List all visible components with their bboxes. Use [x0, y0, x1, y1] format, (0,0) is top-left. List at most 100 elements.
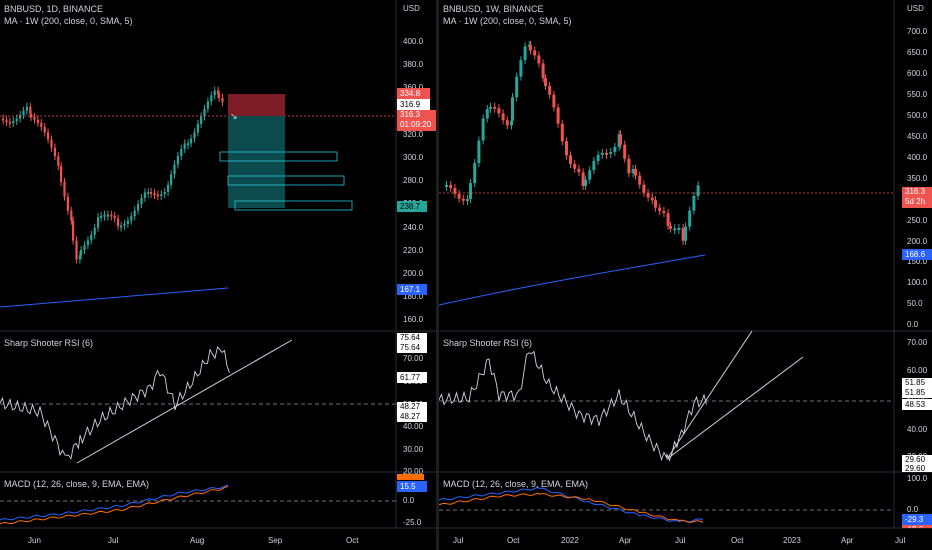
candle[interactable]: [221, 97, 224, 103]
candle[interactable]: [692, 195, 696, 211]
signal-line[interactable]: [439, 492, 704, 523]
candle[interactable]: [57, 156, 60, 166]
candle[interactable]: [577, 168, 581, 173]
candle[interactable]: [29, 106, 32, 115]
candle[interactable]: [78, 255, 81, 260]
candle[interactable]: [596, 154, 600, 161]
candle[interactable]: [673, 228, 677, 231]
candle[interactable]: [461, 198, 465, 201]
candle[interactable]: [160, 194, 163, 197]
candle[interactable]: [523, 46, 527, 61]
candlestick-series[interactable]: [445, 40, 700, 245]
candle[interactable]: [449, 184, 453, 189]
left-chart-panel[interactable]: ↘ BNBUSD, 1D, BINANCE MA · 1W (200, clos…: [0, 0, 436, 550]
candle[interactable]: [143, 192, 146, 198]
macd-legend[interactable]: MACD (12, 26, close, 9, EMA, EMA): [4, 479, 150, 489]
candle[interactable]: [147, 191, 150, 194]
candle[interactable]: [90, 234, 93, 241]
candle[interactable]: [80, 249, 83, 256]
candle[interactable]: [619, 134, 622, 145]
candle[interactable]: [15, 118, 18, 122]
candle[interactable]: [170, 174, 173, 185]
trend-line[interactable]: [76, 339, 293, 464]
candle[interactable]: [662, 211, 666, 214]
candle[interactable]: [654, 200, 657, 208]
candle[interactable]: [140, 197, 143, 205]
candle[interactable]: [552, 94, 556, 108]
candle[interactable]: [650, 197, 654, 201]
candle[interactable]: [130, 216, 133, 221]
candle[interactable]: [537, 55, 541, 64]
candle[interactable]: [2, 118, 5, 121]
candle[interactable]: [50, 139, 53, 148]
candle[interactable]: [581, 172, 585, 186]
candle[interactable]: [137, 204, 140, 211]
candle[interactable]: [206, 101, 209, 109]
candle[interactable]: [627, 158, 631, 174]
candle[interactable]: [153, 193, 156, 196]
candle[interactable]: [623, 144, 627, 159]
candle[interactable]: [529, 44, 532, 51]
candle[interactable]: [584, 179, 587, 186]
candle[interactable]: [634, 169, 637, 176]
candle[interactable]: [47, 132, 50, 140]
candle[interactable]: [592, 160, 596, 171]
trend-line[interactable]: [666, 330, 753, 460]
candle[interactable]: [696, 185, 700, 196]
rsi-line[interactable]: [439, 350, 707, 462]
candle[interactable]: [556, 107, 560, 124]
candle[interactable]: [544, 78, 547, 86]
candle[interactable]: [97, 217, 100, 228]
candle[interactable]: [210, 95, 213, 102]
candle[interactable]: [123, 223, 126, 226]
ma-legend[interactable]: MA · 1W (200, close, 0, SMA, 5): [443, 16, 572, 26]
candle[interactable]: [113, 215, 116, 219]
candle[interactable]: [519, 60, 523, 77]
candle[interactable]: [117, 218, 120, 227]
candle[interactable]: [493, 106, 497, 109]
candle[interactable]: [86, 240, 89, 246]
candle[interactable]: [200, 116, 203, 124]
candle[interactable]: [72, 220, 75, 241]
candle[interactable]: [60, 165, 63, 182]
ma-line[interactable]: [439, 254, 706, 306]
candle[interactable]: [560, 123, 564, 142]
candle[interactable]: [43, 126, 46, 133]
candle[interactable]: [533, 50, 537, 56]
candle[interactable]: [511, 97, 514, 121]
candle[interactable]: [609, 151, 613, 154]
candle[interactable]: [681, 228, 685, 241]
candle[interactable]: [120, 225, 123, 228]
candle[interactable]: [93, 227, 96, 235]
candle[interactable]: [180, 149, 183, 157]
candle[interactable]: [103, 214, 106, 217]
candle[interactable]: [565, 141, 568, 156]
candle[interactable]: [485, 108, 489, 119]
candle[interactable]: [5, 120, 8, 123]
candle[interactable]: [66, 196, 69, 211]
ma-line[interactable]: [0, 287, 229, 308]
candle[interactable]: [631, 169, 635, 174]
trend-line[interactable]: [666, 356, 804, 460]
candle[interactable]: [548, 85, 552, 95]
candle[interactable]: [501, 113, 505, 121]
stop-zone[interactable]: [228, 116, 285, 208]
candle[interactable]: [33, 117, 36, 120]
candle[interactable]: [150, 191, 153, 194]
box-annotation[interactable]: [234, 200, 353, 211]
symbol-title[interactable]: BNBUSD, 1W, BINANCE: [443, 4, 544, 14]
candle[interactable]: [100, 215, 103, 218]
candle[interactable]: [25, 106, 28, 111]
candle[interactable]: [8, 121, 11, 124]
box-annotation[interactable]: [227, 175, 345, 186]
candle[interactable]: [203, 108, 206, 117]
candle[interactable]: [477, 140, 481, 164]
candle[interactable]: [646, 192, 650, 198]
candle[interactable]: [106, 214, 109, 217]
candle[interactable]: [588, 170, 592, 180]
candle[interactable]: [600, 152, 604, 155]
right-chart-canvas[interactable]: [439, 0, 932, 550]
candle[interactable]: [187, 143, 190, 146]
candle[interactable]: [638, 175, 642, 185]
candle[interactable]: [193, 132, 196, 139]
